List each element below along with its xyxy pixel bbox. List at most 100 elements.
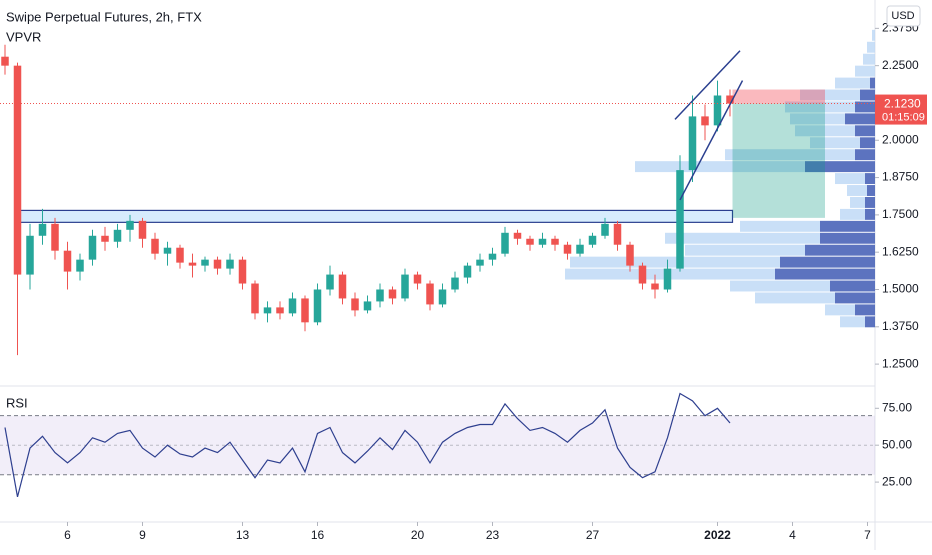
profile-down	[820, 232, 875, 244]
candle-body	[263, 307, 272, 314]
y-tick-label: 1.3750	[882, 319, 919, 333]
candle-body	[526, 238, 534, 245]
last-price-label: 2.1230	[884, 97, 921, 111]
profile-down	[867, 185, 875, 196]
profile-up	[835, 77, 870, 89]
profile-up	[785, 101, 855, 113]
trendline	[674, 50, 741, 120]
profile-down	[855, 101, 875, 113]
profile-down	[775, 268, 875, 280]
candle-body	[626, 244, 634, 266]
candle-body	[363, 301, 372, 311]
y-tick-label: 25.00	[882, 474, 912, 488]
profile-up	[850, 196, 865, 208]
profile-up	[740, 220, 820, 232]
candle-body	[638, 265, 647, 284]
profile-down	[855, 125, 875, 137]
profile-down	[860, 89, 875, 101]
candle-body	[388, 289, 397, 299]
candle-body	[276, 307, 284, 314]
currency[interactable]: USD	[891, 10, 914, 22]
profile-down	[870, 77, 875, 89]
candle-body	[651, 283, 659, 290]
candle-body	[551, 238, 559, 245]
candle-body	[238, 259, 247, 284]
candle-body	[438, 289, 447, 305]
candle-body	[326, 274, 334, 290]
candle-body	[488, 253, 497, 260]
candle-body	[201, 259, 209, 266]
candle-body	[63, 250, 72, 272]
profile-up	[863, 53, 875, 65]
y-tick-label: 2.0000	[882, 132, 919, 146]
position-stop	[732, 89, 825, 104]
profile-up	[867, 41, 875, 53]
profile-down	[865, 316, 875, 328]
candle-body	[563, 244, 572, 254]
candle-body	[476, 259, 484, 266]
profile-up	[635, 161, 805, 173]
candle-body	[576, 244, 584, 254]
candle-body	[126, 220, 134, 230]
candle-body	[601, 223, 609, 236]
candle-body	[613, 223, 622, 245]
profile-down	[865, 196, 875, 208]
candle-body	[676, 170, 684, 269]
candle-body	[313, 289, 322, 323]
candle-body	[413, 274, 422, 284]
y-tick-label: 2.2500	[882, 58, 919, 72]
x-tick-label: 13	[236, 528, 250, 542]
candle-body	[301, 298, 309, 323]
candle-body	[176, 247, 184, 263]
candle-body	[376, 289, 384, 302]
candle-body	[513, 232, 522, 239]
candle-body	[251, 283, 259, 314]
candle-body	[1, 56, 9, 66]
candle-body	[588, 235, 597, 245]
x-tick-label: 7	[864, 528, 871, 542]
countdown: 01:15:09	[882, 111, 925, 123]
candle-body	[51, 223, 59, 251]
profile-down	[855, 304, 875, 316]
candle-body	[726, 95, 734, 104]
currency-box[interactable]	[886, 5, 921, 27]
position-target	[732, 103, 825, 218]
trendline	[679, 80, 744, 201]
y-tick-label: 1.2500	[882, 356, 919, 370]
profile-up	[855, 65, 875, 77]
candle-body	[88, 235, 97, 260]
profile-down	[780, 256, 875, 268]
x-tick-label: 16	[311, 528, 325, 542]
candle-body	[288, 298, 297, 314]
candle-body	[188, 262, 197, 266]
candle-body	[113, 229, 122, 242]
rsi-title: RSI	[6, 395, 28, 410]
x-tick-label: 9	[139, 528, 146, 542]
y-tick-label: 1.8750	[882, 170, 919, 184]
profile-up	[730, 280, 830, 292]
candle-body	[226, 259, 234, 269]
profile-up	[570, 256, 780, 268]
y-tick-label: 1.6250	[882, 244, 919, 258]
candle-body	[213, 259, 222, 269]
profile-down	[835, 292, 875, 304]
candle-body	[663, 268, 672, 290]
indicator-name: VPVR	[6, 29, 41, 44]
profile-down	[860, 137, 875, 149]
profile-down	[865, 173, 875, 185]
y-tick-label: 1.7500	[882, 207, 919, 221]
candle-body	[338, 274, 347, 299]
candle-body	[401, 274, 409, 299]
x-tick-label: 27	[586, 528, 600, 542]
candle-body	[426, 283, 434, 305]
profile-up	[795, 125, 855, 137]
candle-body	[38, 223, 47, 236]
profile-up	[840, 208, 865, 220]
candle-body	[451, 277, 459, 290]
candle-body	[26, 235, 34, 275]
candle-body	[463, 265, 472, 278]
candle-body	[538, 238, 547, 245]
candle-body	[163, 247, 172, 254]
